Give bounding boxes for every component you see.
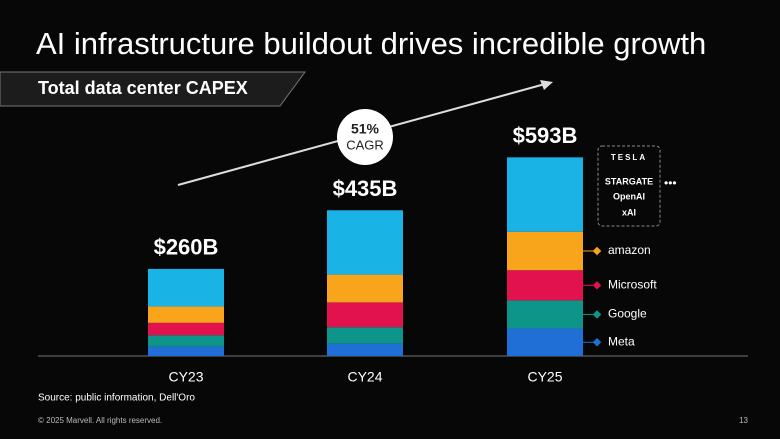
total-label: $593B xyxy=(513,123,578,148)
others-name: STARGATE xyxy=(605,176,653,186)
bar-segment xyxy=(148,346,224,356)
page-number: 13 xyxy=(739,416,748,425)
others-box xyxy=(597,145,661,227)
legend-label: Google xyxy=(608,307,647,321)
bar-segment xyxy=(148,335,224,347)
legend-marker xyxy=(592,310,602,319)
bar-segment xyxy=(148,306,224,323)
subtitle-box xyxy=(0,71,306,107)
bar-segment xyxy=(327,210,403,275)
bar-segment xyxy=(507,231,583,271)
legend-label: Meta xyxy=(608,334,635,348)
legend-label: amazon xyxy=(608,243,651,257)
others-name: xAI xyxy=(622,207,636,217)
legend-marker xyxy=(592,338,602,347)
bar-segment xyxy=(507,300,583,329)
bar-segment xyxy=(148,322,224,336)
source: Source: public information, Dell'Oro xyxy=(38,393,195,404)
bar-segment xyxy=(507,328,583,356)
category-label: CY25 xyxy=(527,369,562,385)
subtitle: Total data center CAPEX xyxy=(38,78,248,98)
category-label: CY23 xyxy=(168,369,203,385)
bar-segment xyxy=(507,270,583,301)
bar-segment xyxy=(507,157,583,232)
bar-segment xyxy=(327,274,403,303)
category-label: CY24 xyxy=(347,369,382,385)
arrow-head xyxy=(540,80,553,90)
bar-segment xyxy=(327,327,403,344)
total-label: $435B xyxy=(333,176,398,201)
footer: © 2025 Marvell. All rights reserved. xyxy=(38,416,162,425)
bar-segment xyxy=(148,268,224,307)
cagr-badge xyxy=(337,109,393,165)
bar-segment xyxy=(327,343,403,356)
cagr-label: CAGR xyxy=(346,137,384,152)
cagr-value: 51% xyxy=(351,121,380,137)
others-name: TESLA xyxy=(611,153,647,162)
legend-marker xyxy=(592,281,602,290)
others-name: OpenAI xyxy=(613,191,645,201)
bar-segment xyxy=(327,302,403,328)
total-label: $260B xyxy=(154,235,219,260)
others-more: ••• xyxy=(664,176,677,190)
title: AI infrastructure buildout drives incred… xyxy=(36,26,706,61)
legend-label: Microsoft xyxy=(608,277,657,291)
